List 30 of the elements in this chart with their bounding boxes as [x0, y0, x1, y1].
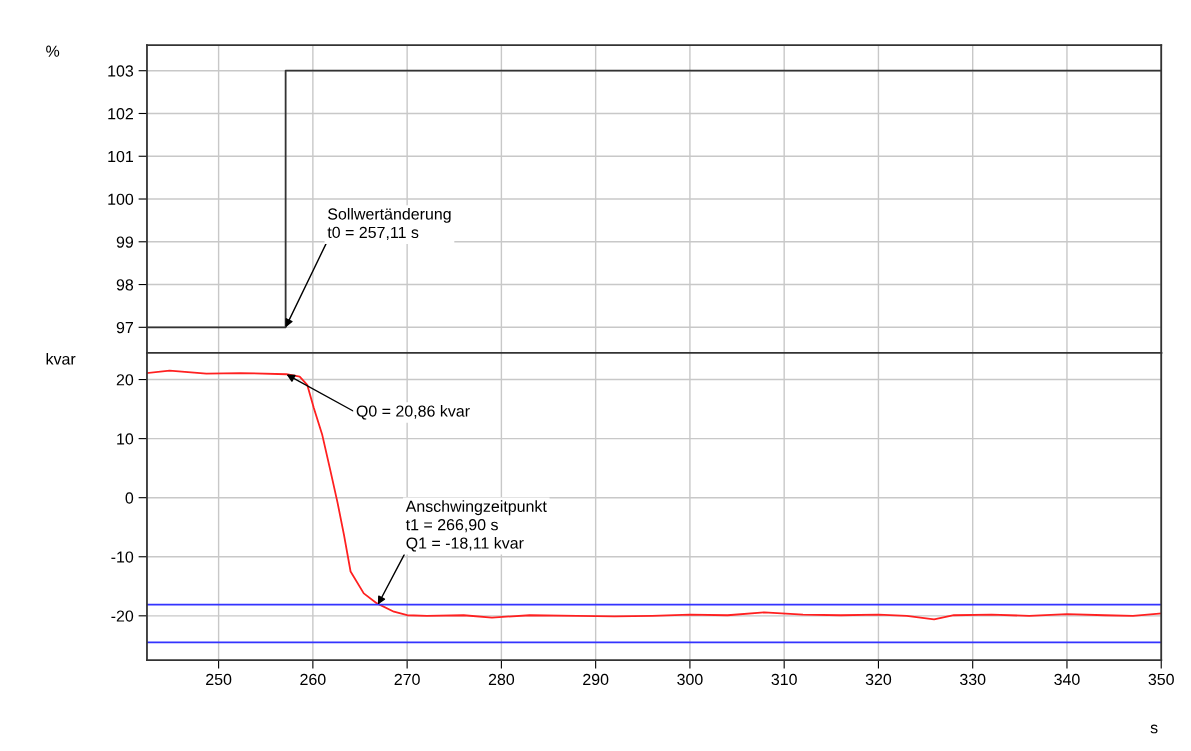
- x-tick-label: 320: [865, 673, 892, 686]
- y-tick-label: 0: [125, 492, 134, 504]
- x-tick-label: 300: [677, 673, 703, 686]
- y-axis-title: kvar: [46, 352, 76, 365]
- annotation: Q0 = 20,86 kvar: [356, 405, 470, 420]
- x-tick-label: 310: [771, 673, 797, 686]
- x-tick-label: 340: [1054, 673, 1080, 686]
- annotation: Sollwertänderung t0 = 257,11 s: [327, 207, 451, 240]
- y-tick-label: 20: [116, 374, 134, 386]
- line-series: [146, 369, 1162, 621]
- y-axis-title: %: [46, 45, 60, 57]
- x-tick-label: 280: [488, 673, 515, 686]
- x-tick-label: 260: [300, 673, 326, 686]
- y-tick-label: 101: [108, 150, 133, 163]
- x-tick-label: 270: [394, 673, 420, 686]
- y-tick-label: 99: [116, 236, 134, 248]
- y-tick-label: 103: [108, 65, 134, 77]
- annotation: Anschwingzeitpunkt t1 = 266,90 s Q1 = -18,11 kvar: [405, 500, 547, 552]
- x-tick-label: 350: [1148, 673, 1174, 686]
- x-tick-label: 330: [959, 673, 986, 686]
- y-tick-label: 100: [108, 193, 134, 205]
- x-tick-label: 250: [206, 673, 232, 686]
- y-tick-label: 97: [116, 321, 133, 334]
- y-tick-label: 102: [108, 108, 133, 120]
- y-tick-label: 98: [116, 279, 134, 291]
- y-tick-label: -10: [111, 551, 134, 563]
- x-axis-title: s: [1150, 724, 1158, 734]
- y-tick-label: -20: [111, 610, 134, 622]
- x-tick-label: 290: [583, 673, 609, 686]
- y-tick-label: 10: [117, 433, 134, 445]
